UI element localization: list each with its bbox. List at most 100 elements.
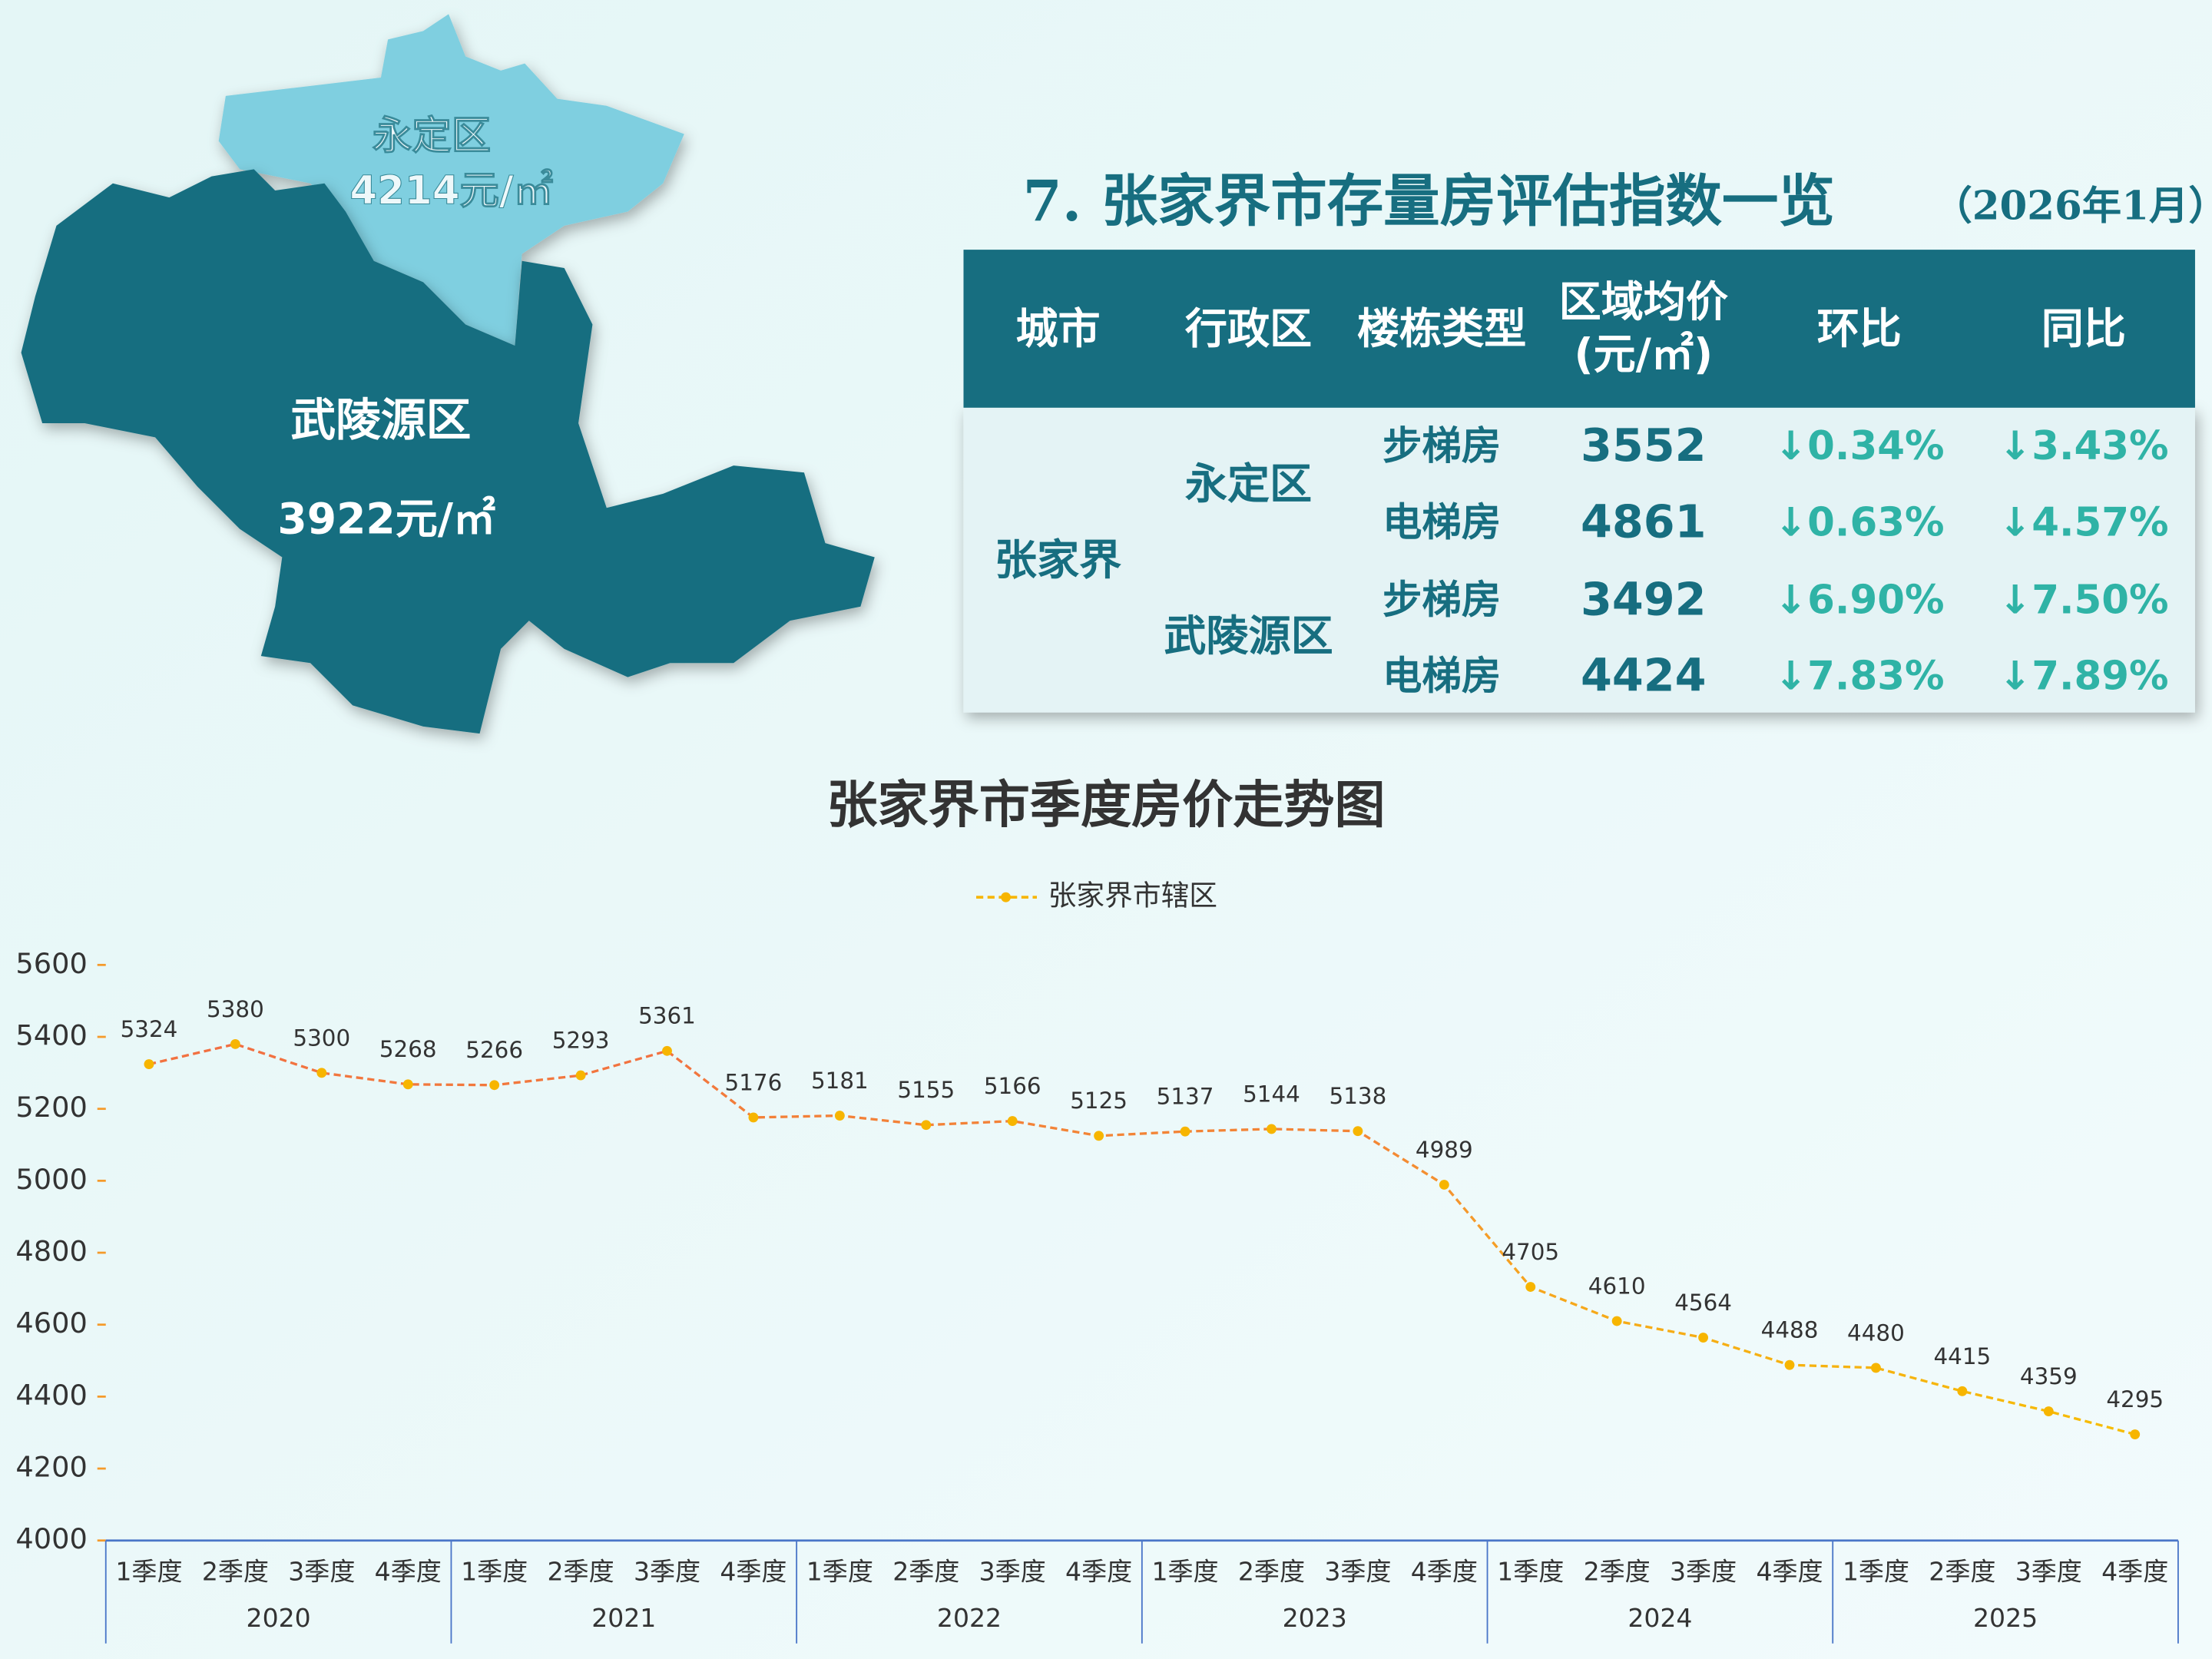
- map-label: 永定区: [373, 113, 491, 159]
- data-point: [921, 1120, 932, 1131]
- table-cell: ↓7.89%: [1998, 653, 2168, 699]
- y-tick-label: 4400: [15, 1379, 87, 1412]
- data-point: [489, 1080, 500, 1091]
- data-label: 4488: [1761, 1317, 1819, 1343]
- data-label: 4480: [1847, 1320, 1905, 1346]
- data-point: [1180, 1126, 1190, 1137]
- data-point: [748, 1112, 759, 1123]
- data-point: [144, 1059, 154, 1070]
- legend-swatch: [1001, 892, 1012, 902]
- x-tick-label: 1季度: [1497, 1556, 1564, 1586]
- data-label: 5380: [207, 996, 264, 1022]
- data-label: 5361: [638, 1003, 696, 1029]
- table-cell: 步梯房: [1382, 423, 1501, 469]
- table-body: [963, 407, 2195, 713]
- header-cell: 同比: [2041, 304, 2126, 353]
- data-label: 4705: [1502, 1239, 1559, 1265]
- data-point: [1007, 1116, 1018, 1127]
- header-cell: (元/㎡): [1574, 329, 1713, 379]
- data-label: 5137: [1157, 1084, 1214, 1110]
- data-point: [2130, 1429, 2141, 1439]
- data-point: [1784, 1359, 1795, 1370]
- y-tick-label: 4000: [15, 1522, 87, 1555]
- x-group-label: 2024: [1628, 1603, 1692, 1633]
- data-label: 5155: [897, 1077, 955, 1103]
- table-cell: ↓0.63%: [1774, 499, 1944, 545]
- x-tick-label: 4季度: [375, 1556, 442, 1586]
- x-group-label: 2022: [937, 1603, 1002, 1633]
- y-tick-label: 5400: [15, 1019, 87, 1052]
- table-cell: 4424: [1581, 649, 1707, 702]
- x-tick-label: 3季度: [634, 1556, 700, 1586]
- data-point: [2043, 1406, 2054, 1416]
- table-cell: 电梯房: [1382, 499, 1501, 545]
- data-point: [575, 1070, 586, 1081]
- data-point: [834, 1111, 845, 1121]
- map-price: 3922元/㎡: [277, 495, 495, 544]
- x-tick-label: 1季度: [1843, 1556, 1909, 1586]
- data-label: 5300: [293, 1025, 350, 1051]
- x-tick-label: 2季度: [1929, 1556, 1995, 1586]
- data-point: [1698, 1333, 1709, 1343]
- y-tick-label: 5600: [15, 947, 87, 980]
- data-point: [1957, 1386, 1968, 1396]
- table-header: [963, 250, 2195, 408]
- map-price: 4214元/㎡: [349, 168, 553, 214]
- x-tick-label: 3季度: [1324, 1556, 1391, 1586]
- table-cell: ↓6.90%: [1774, 577, 1944, 623]
- x-tick-label: 2季度: [1238, 1556, 1305, 1586]
- data-label: 5176: [725, 1069, 783, 1095]
- data-point: [316, 1068, 327, 1078]
- x-tick-label: 4季度: [1065, 1556, 1132, 1586]
- table-cell: ↓4.57%: [1998, 499, 2168, 545]
- table-date: （2026年1月）: [1932, 183, 2212, 229]
- y-tick-label: 5200: [15, 1091, 87, 1124]
- x-tick-label: 1季度: [1151, 1556, 1218, 1586]
- data-label: 5268: [379, 1036, 437, 1062]
- map-region-wulingyuan: [21, 169, 875, 734]
- x-tick-label: 4季度: [1756, 1556, 1823, 1586]
- series-line: [148, 1042, 2136, 1436]
- data-point: [662, 1045, 672, 1056]
- header-cell: 楼栋类型: [1357, 304, 1526, 353]
- x-group-label: 2025: [1973, 1603, 2038, 1633]
- y-tick-label: 4600: [15, 1306, 87, 1339]
- table-title: 7. 张家界市存量房评估指数一览: [1023, 168, 1835, 234]
- data-label: 5266: [465, 1037, 523, 1063]
- legend-label: 张家界市辖区: [1048, 879, 1217, 912]
- x-tick-label: 1季度: [115, 1556, 182, 1586]
- data-label: 4564: [1674, 1290, 1732, 1316]
- y-tick-label: 5000: [15, 1163, 87, 1196]
- table-cell: ↓3.43%: [1998, 423, 2168, 469]
- data-point: [1267, 1124, 1277, 1134]
- data-label: 5324: [121, 1016, 178, 1042]
- x-tick-label: 2季度: [892, 1556, 959, 1586]
- x-group-label: 2023: [1283, 1603, 1347, 1633]
- data-point: [1439, 1180, 1449, 1190]
- table-cell: 3552: [1581, 419, 1707, 472]
- chart: 4000 4200 4400 4600 4800 5000 5200 5400 5600 1季度 2…: [15, 879, 2179, 1644]
- chart-title: 张家界市季度房价走势图: [826, 776, 1385, 835]
- table-cell: 步梯房: [1382, 577, 1501, 623]
- city-cell: 张家界: [995, 535, 1121, 584]
- data-point: [1871, 1363, 1881, 1373]
- data-point: [1525, 1282, 1536, 1292]
- data-label: 5144: [1243, 1081, 1300, 1107]
- district-cell: 永定区: [1185, 459, 1312, 508]
- x-tick-label: 2季度: [1584, 1556, 1651, 1586]
- data-label: 4359: [2020, 1363, 2078, 1389]
- data-label: 5138: [1330, 1083, 1387, 1109]
- x-tick-label: 3季度: [1670, 1556, 1737, 1586]
- header-cell: 城市: [1015, 304, 1100, 353]
- data-point: [1611, 1316, 1622, 1326]
- x-tick-label: 4季度: [2101, 1556, 2168, 1586]
- data-label: 5293: [552, 1028, 610, 1054]
- x-group-label: 2020: [247, 1603, 311, 1633]
- table-cell: ↓7.50%: [1998, 577, 2168, 623]
- data-point: [1353, 1126, 1363, 1137]
- data-point: [230, 1038, 240, 1049]
- y-tick-label: 4800: [15, 1235, 87, 1268]
- data-point: [1094, 1131, 1104, 1141]
